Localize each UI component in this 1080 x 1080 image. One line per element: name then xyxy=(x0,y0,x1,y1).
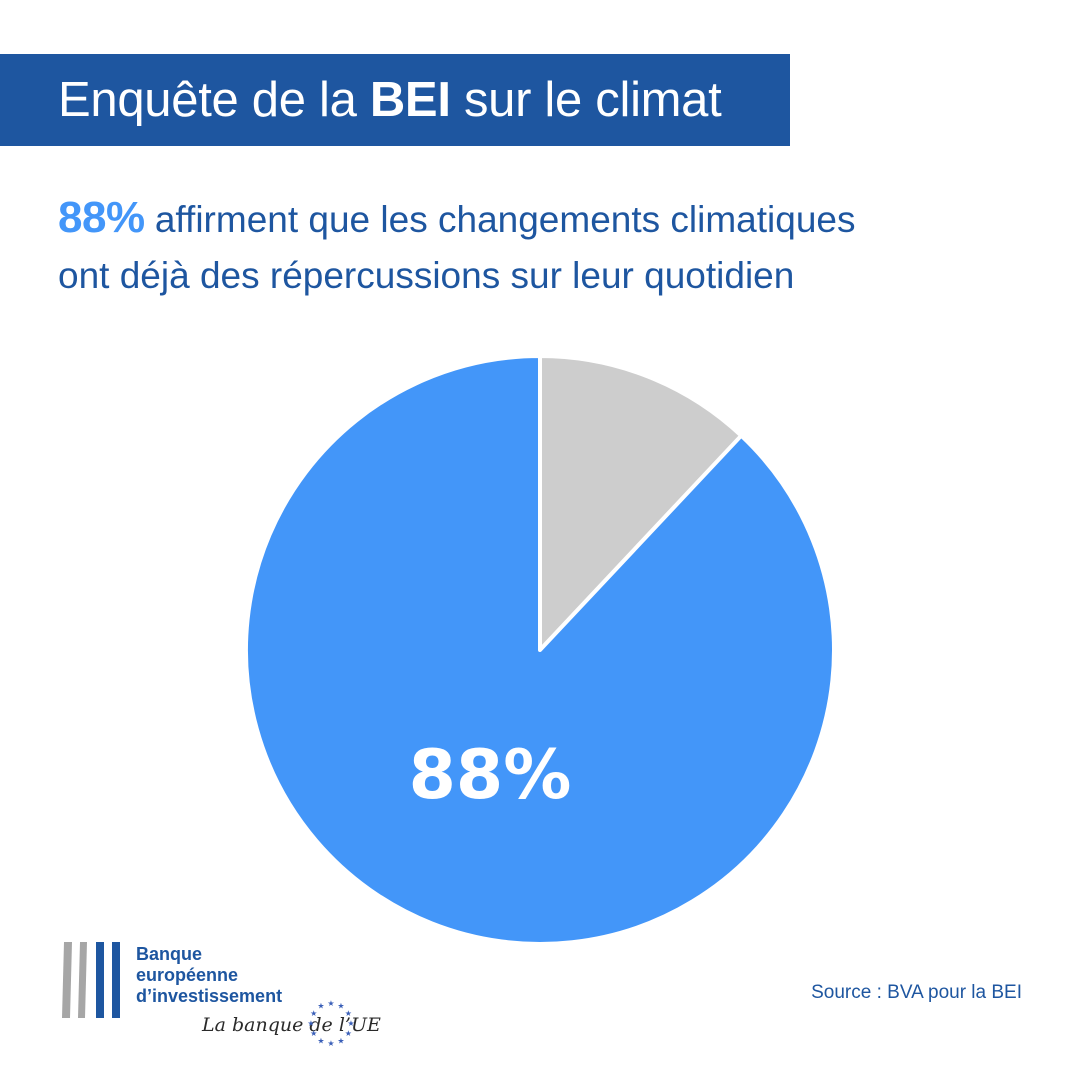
title-banner: Enquête de la BEI sur le climat xyxy=(0,54,790,146)
eib-logo: Banque européenne d’investissement La ba… xyxy=(60,940,381,1055)
eu-star: ★ xyxy=(337,1002,344,1011)
source-note: Source : BVA pour la BEI xyxy=(811,982,1022,1003)
eu-stars-icon: ★ ★★★★★★★★★★★ xyxy=(307,999,354,1048)
eib-logo-text: Banque européenne d’investissement xyxy=(136,944,282,1007)
logo-line-3: d’investissement xyxy=(136,986,283,1006)
eu-star: ★ xyxy=(307,1019,314,1028)
eu-star: ★ xyxy=(347,1019,354,1028)
logo-line-2: européenne xyxy=(136,965,239,985)
eu-star: ★ xyxy=(345,1009,352,1018)
logo-line-1: Banque xyxy=(136,944,203,964)
eib-logo-mark-icon xyxy=(62,942,120,1018)
eu-star: ★ xyxy=(310,1029,317,1038)
eu-star: ★ xyxy=(337,1036,344,1045)
headline-text-line2: ont déjà des répercussions sur leur quot… xyxy=(58,255,795,296)
title-part-2: sur le climat xyxy=(450,73,722,127)
headline-text-line1: affirment que les changements climatique… xyxy=(144,199,856,240)
headline-percentage: 88% xyxy=(58,193,145,242)
eu-star: ★ xyxy=(327,1039,334,1048)
eu-star: ★ xyxy=(310,1009,317,1018)
pie-slice-1 xyxy=(244,354,836,946)
pie-slice-label: 88% xyxy=(409,736,572,815)
eu-star: ★ xyxy=(327,999,334,1008)
logo-tagline: La banque de l’UE xyxy=(202,1014,381,1036)
eu-star: ★ xyxy=(317,1002,324,1011)
page-title: Enquête de la BEI sur le climat xyxy=(58,54,722,146)
eu-star: ★ xyxy=(317,1036,324,1045)
pie-slice-2 xyxy=(538,354,744,652)
headline: 88% affirment que les changements climat… xyxy=(58,190,1048,304)
title-bold-bei: BEI xyxy=(369,73,451,127)
eu-star: ★ xyxy=(345,1029,352,1038)
title-part-1: Enquête de la xyxy=(58,73,370,127)
